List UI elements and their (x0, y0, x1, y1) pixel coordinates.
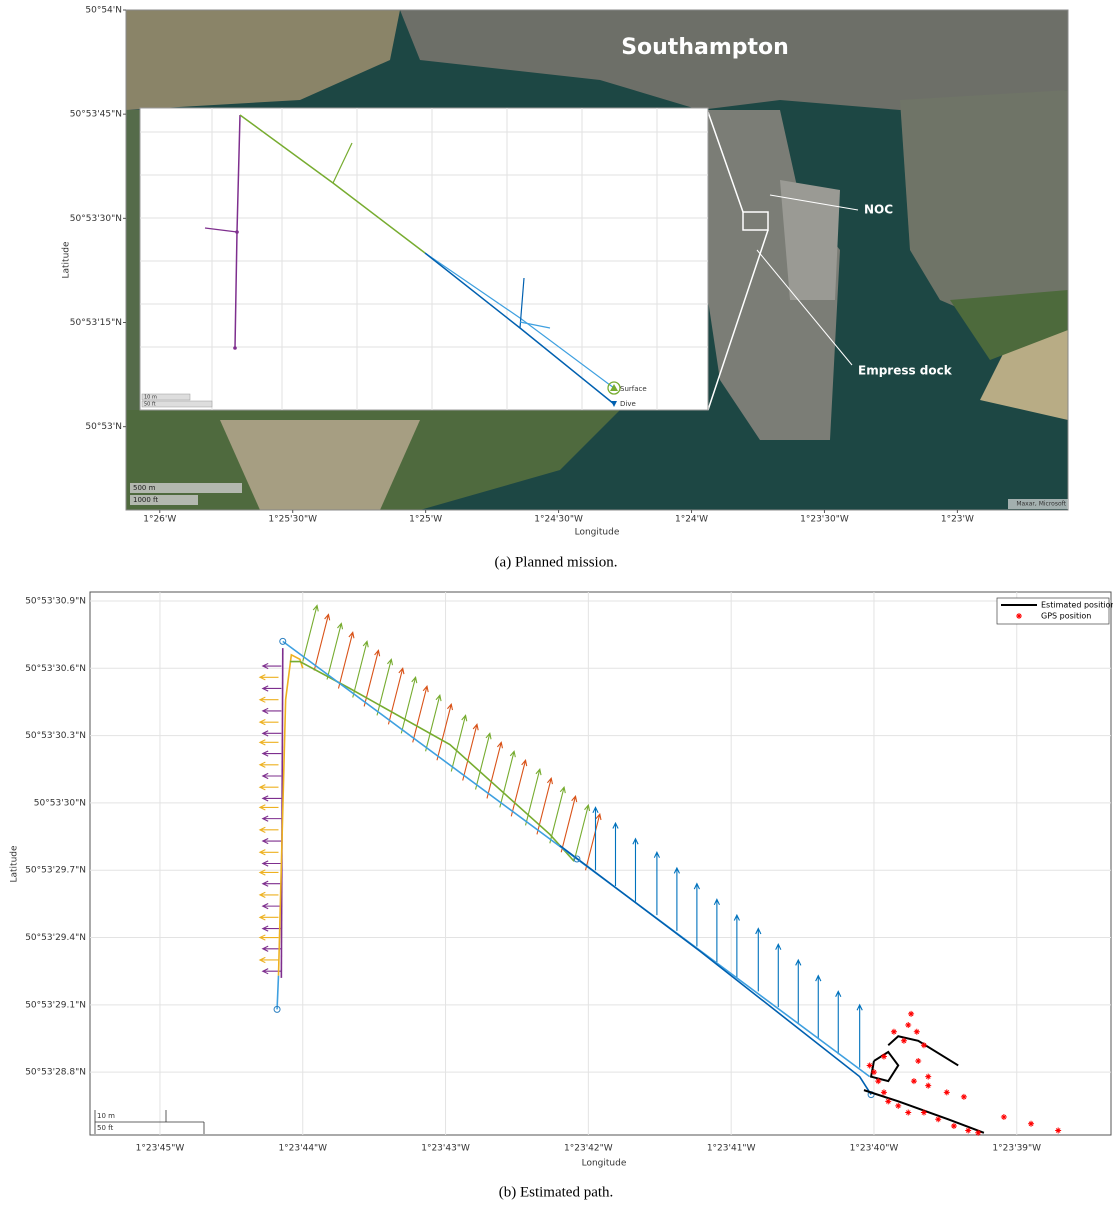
legend-label: Estimated position (1041, 601, 1113, 610)
y-tick-label: 50°53'N (85, 422, 122, 432)
x-tick-label: 1°25'W (409, 515, 442, 525)
scale-label: 50 ft (97, 1124, 113, 1132)
page: Surface Dive 10 m 50 ft Southampton NOC … (0, 0, 1113, 1206)
x-tick-label: 1°23'42"W (564, 1144, 613, 1154)
x-tick-label: 1°24'W (675, 515, 708, 525)
y-tick-label: 50°53'15"N (70, 318, 122, 328)
inset: Surface Dive 10 m 50 ft (140, 108, 768, 410)
y-tick-label: 50°53'29.1"N (25, 1000, 86, 1010)
inset-legend-surface: Surface (620, 385, 647, 393)
x-tick-label: 1°23'39"W (992, 1144, 1041, 1154)
x-tick-label: 1°23'43"W (421, 1144, 470, 1154)
inset-scale-m: 10 m (144, 395, 157, 401)
place-label: NOC (864, 203, 893, 217)
y-tick-label: 50°53'30"N (70, 214, 122, 224)
x-tick-label: 1°23'44"W (278, 1144, 327, 1154)
x-tick-label: 1°23'30"W (800, 515, 849, 525)
y-tick-label: 50°54'N (85, 6, 122, 16)
y-tick-label: 50°53'29.7"N (25, 866, 86, 876)
x-axis-label: Longitude (582, 1159, 627, 1169)
place-label: Southampton (621, 35, 789, 60)
y-axis-label: Latitude (62, 241, 72, 279)
x-tick-label: 1°26'W (143, 515, 176, 525)
caption: (a) Planned mission. (495, 554, 618, 570)
y-tick-label: 50°53'30.3"N (25, 731, 86, 741)
legend-label: GPS position (1041, 612, 1091, 621)
y-axis-label: Latitude (10, 845, 20, 883)
scale-label: 500 m (133, 484, 156, 492)
y-tick-label: 50°53'30"N (34, 798, 86, 808)
x-tick-label: 1°23'45"W (136, 1144, 185, 1154)
inset-scale-ft: 50 ft (144, 402, 156, 408)
x-tick-label: 1°24'30"W (534, 515, 583, 525)
x-axis-label: Longitude (575, 528, 620, 538)
attribution: Maxar, Microsoft (1016, 501, 1066, 508)
x-tick-label: 1°23'W (941, 515, 974, 525)
x-tick-label: 1°23'41"W (707, 1144, 756, 1154)
plot-frame (90, 592, 1111, 1135)
y-tick-label: 50°53'30.9"N (25, 596, 86, 606)
caption: (b) Estimated path. (499, 1184, 614, 1200)
y-tick-label: 50°53'45"N (70, 110, 122, 120)
x-tick-label: 1°25'30"W (268, 515, 317, 525)
scale-label: 10 m (97, 1112, 115, 1120)
figure: Surface Dive 10 m 50 ft Southampton NOC … (0, 0, 1113, 1206)
x-tick-label: 1°23'40"W (850, 1144, 899, 1154)
place-label: Empress dock (858, 364, 953, 378)
y-tick-label: 50°53'30.6"N (25, 664, 86, 674)
scale-label: 1000 ft (133, 496, 158, 504)
y-tick-label: 50°53'28.8"N (25, 1068, 86, 1078)
inset-legend-dive: Dive (620, 400, 636, 408)
y-tick-label: 50°53'29.4"N (25, 933, 86, 943)
